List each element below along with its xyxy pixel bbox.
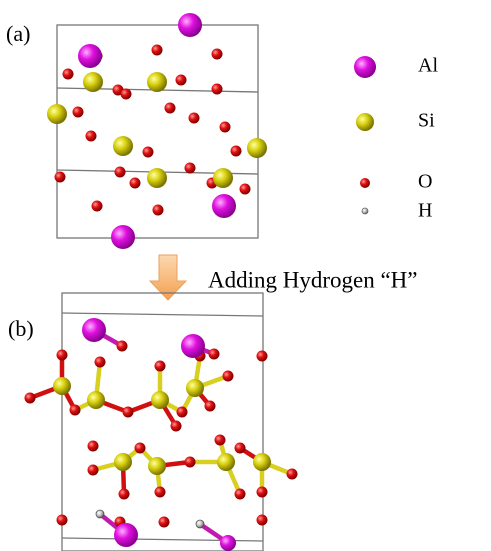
panel-label: (b) <box>8 316 34 341</box>
panel-label: (a) <box>6 21 30 46</box>
legend-label: H <box>418 200 432 222</box>
legend-label: Si <box>418 110 435 132</box>
legend: Al Si O H <box>354 55 438 222</box>
panel-b: (b) <box>8 293 298 551</box>
panel-a: (a) <box>6 13 267 249</box>
legend-label: O <box>418 171 432 193</box>
legend-label: Al <box>418 55 438 77</box>
figure: (a) Al Si O H Adding Hydrogen “H” (b) <box>0 0 491 551</box>
arrow-label: Adding Hydrogen “H” <box>208 267 418 292</box>
